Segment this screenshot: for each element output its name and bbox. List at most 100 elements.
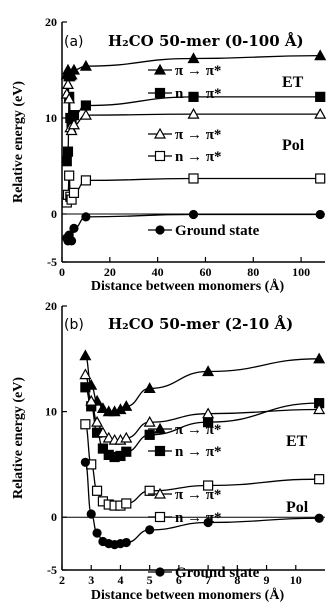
legend: π → π* n → π* π → π* n → π* Ground state ET Po… [148, 422, 309, 581]
data-point [314, 107, 327, 119]
data-point [79, 349, 92, 361]
data-point [120, 400, 133, 411]
data-point [188, 173, 199, 184]
data-point [80, 382, 91, 393]
x-tick-label: 10 [290, 573, 302, 587]
data-point [66, 236, 77, 246]
data-point [96, 426, 109, 438]
legend-marker [154, 445, 166, 457]
y-tick-label: -5 [47, 255, 57, 269]
data-point [96, 402, 109, 414]
legend-marker [154, 511, 166, 523]
legend-label: Ground state [175, 565, 260, 581]
x-tick-label: 9 [264, 573, 270, 587]
data-point [143, 382, 156, 393]
data-point [121, 446, 132, 457]
y-tick-label: 0 [51, 510, 57, 524]
y-tick-label: 20 [45, 299, 57, 313]
data-point [63, 92, 76, 104]
data-point [65, 124, 78, 136]
y-tick-label: 10 [45, 111, 57, 125]
chart-panel-b: -5 0 10 20 2 3 4 5 6 7 8 9 10 (b) H₂CO 50-mer (2-10 Å)… [11, 299, 326, 603]
data-point [68, 187, 80, 198]
panel-tag: (b) [64, 317, 84, 333]
data-point [69, 223, 79, 233]
legend-group-label: Pol [282, 137, 305, 154]
legend-marker [154, 87, 166, 99]
data-point [79, 59, 92, 71]
legend-label: π → π* [175, 63, 221, 79]
data-point [79, 368, 92, 380]
y-tick-label: -5 [47, 563, 57, 577]
data-point [314, 513, 324, 523]
series-0 [79, 349, 326, 417]
x-tick-label: 6 [176, 573, 182, 587]
x-tick-label: 20 [104, 265, 116, 279]
data-point [187, 52, 200, 64]
legend-label: n → π* [175, 86, 222, 102]
legend-group-label: ET [282, 74, 304, 91]
data-point [203, 517, 213, 528]
series-2 [79, 368, 326, 445]
x-axis-label: Distance between monomers (Å) [91, 278, 285, 294]
data-point [313, 352, 326, 364]
data-point [80, 175, 92, 186]
data-point [85, 394, 98, 406]
x-tick-label: 80 [247, 265, 259, 279]
legend-marker [153, 127, 167, 139]
x-tick-label: 4 [117, 573, 123, 587]
legend-label: π → π* [175, 487, 221, 503]
chart-title: H₂CO 50-mer (2-10 Å) [108, 315, 293, 333]
legend-marker [155, 225, 165, 235]
data-point [313, 403, 326, 415]
series-0 [60, 49, 327, 82]
data-point [187, 107, 200, 119]
x-axis-label: Distance between monomers (Å) [91, 587, 285, 603]
data-point [62, 146, 74, 157]
data-point [143, 415, 156, 427]
data-point [121, 498, 132, 509]
legend-label: Ground state [175, 223, 260, 239]
series-line [84, 354, 320, 413]
y-tick-label: 0 [51, 207, 57, 221]
panel-tag: (a) [64, 34, 84, 50]
data-point [67, 63, 80, 75]
data-point [86, 509, 96, 519]
data-point [92, 528, 102, 538]
x-tick-label: 3 [88, 573, 94, 587]
data-point [144, 485, 155, 496]
y-axis-label: Relative energy (eV) [11, 377, 26, 499]
data-point [145, 525, 155, 535]
data-point [79, 108, 92, 120]
data-point [91, 415, 104, 427]
legend-marker [155, 567, 165, 577]
data-point [203, 480, 214, 491]
data-point [81, 212, 91, 222]
series-4 [62, 209, 325, 246]
data-point [314, 49, 327, 61]
x-tick-label: 100 [292, 265, 310, 279]
data-point [68, 110, 80, 121]
data-point [97, 443, 109, 454]
legend-label: n → π* [175, 444, 222, 460]
data-point [121, 537, 131, 548]
data-point [102, 431, 115, 443]
x-tick-label: 60 [199, 265, 211, 279]
data-point [120, 431, 133, 443]
series-3 [61, 170, 326, 208]
y-tick-label: 10 [45, 405, 57, 419]
data-point [61, 78, 74, 90]
legend-label: n → π* [175, 510, 222, 526]
data-point [188, 209, 199, 220]
series-4 [80, 457, 324, 550]
data-point [80, 457, 90, 467]
data-point [315, 91, 326, 102]
chart-title: H₂CO 50-mer (0-100 Å) [108, 32, 304, 50]
data-point [315, 173, 326, 184]
legend-marker [153, 63, 167, 75]
legend: π → π* n → π* π → π* n → π* Ground state ET Po… [148, 63, 305, 239]
data-point [67, 118, 80, 130]
data-point [91, 485, 103, 496]
